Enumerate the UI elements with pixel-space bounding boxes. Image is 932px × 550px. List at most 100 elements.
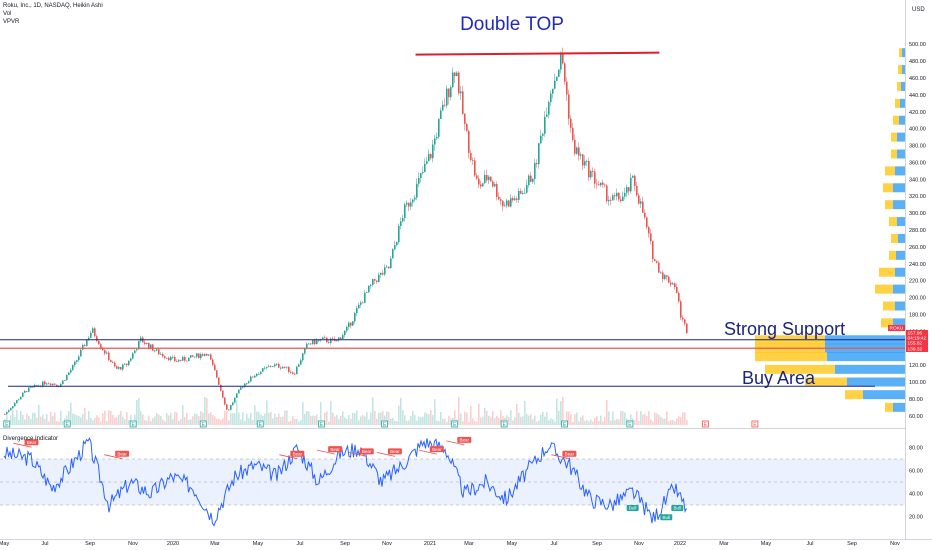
volume-bar: [278, 413, 280, 425]
volume-bar: [142, 414, 144, 425]
volume-bar: [592, 421, 594, 425]
candle-up: [556, 76, 558, 81]
price-tick-label: 180.00: [909, 312, 926, 318]
candle-up: [422, 171, 424, 174]
time-axis-label: 2020: [167, 541, 179, 547]
candle-up: [544, 116, 546, 134]
time-axis-label: Sep: [847, 541, 857, 547]
volume-bar: [534, 415, 536, 425]
candle-down: [684, 319, 686, 324]
volume-bar: [78, 415, 80, 425]
bear-divergence-line: [348, 452, 367, 457]
volume-bar: [182, 405, 184, 425]
candle-up: [130, 358, 132, 361]
candle-down: [280, 367, 282, 369]
earnings-marker-label: E: [753, 422, 757, 428]
candle-up: [354, 312, 356, 322]
candle-up: [264, 367, 266, 369]
candle-down: [568, 94, 570, 119]
volume-bar: [260, 414, 262, 425]
candle-down: [408, 202, 410, 207]
candle-up: [386, 266, 388, 268]
price-tick-label: 120.00: [909, 363, 926, 369]
volume-bar: [510, 410, 512, 425]
time-axis-label: Nov: [890, 541, 900, 547]
bear-label-box: [387, 448, 402, 455]
volume-bar: [340, 415, 342, 425]
volume-bar: [302, 402, 304, 425]
bear-divergence-line: [551, 454, 570, 460]
volume-bar: [360, 416, 362, 425]
candle-up: [416, 183, 418, 198]
volume-bar: [264, 413, 266, 425]
candle-down: [388, 266, 390, 269]
volume-bar: [430, 410, 432, 425]
candle-up: [316, 340, 318, 345]
volume-bar: [586, 420, 588, 425]
volume-bar: [542, 411, 544, 425]
candle-down: [652, 241, 654, 260]
candle-up: [256, 373, 258, 376]
candle-up: [106, 352, 108, 354]
candle-up: [76, 360, 78, 362]
candle-down: [564, 63, 566, 82]
candle-down: [96, 336, 98, 342]
volume-bar: [642, 414, 644, 425]
candle-down: [100, 344, 102, 348]
price-tick-label: 200.00: [909, 296, 926, 302]
candle-down: [474, 160, 476, 176]
volume-bar: [92, 420, 94, 425]
earnings-marker: [256, 420, 264, 428]
volume-bar: [508, 416, 510, 425]
bear-divergence-line: [446, 440, 465, 446]
candle-up: [452, 72, 454, 88]
currency-label: USD: [912, 7, 925, 13]
time-axis-label: Jul: [296, 541, 303, 547]
candle-up: [542, 133, 544, 136]
candle-up: [548, 102, 550, 115]
volume-bar: [438, 421, 440, 425]
candle-down: [498, 196, 500, 200]
candle-down: [50, 383, 52, 386]
volume-bar: [140, 411, 142, 425]
volume-bar: [266, 400, 268, 425]
bull-label-box: [671, 505, 684, 511]
volume-bar: [656, 413, 658, 425]
candle-up: [24, 390, 26, 393]
volume-bar: [620, 410, 622, 425]
candle-down: [592, 170, 594, 172]
bear-divergence-line: [418, 449, 437, 455]
candle-down: [362, 302, 364, 304]
volume-bar: [268, 412, 270, 425]
candle-up: [584, 161, 586, 166]
volume-bar: [238, 412, 240, 425]
candle-up: [268, 366, 270, 368]
indicator-line: [3, 437, 687, 527]
volume-bar: [440, 412, 442, 425]
volume-bar: [370, 412, 372, 425]
candle-down: [84, 345, 86, 346]
volume-bar: [114, 417, 116, 425]
candle-up: [260, 371, 262, 374]
volume-bar: [618, 419, 620, 425]
volume-bar: [346, 418, 348, 425]
candle-up: [426, 161, 428, 164]
time-axis-label: Nov: [128, 541, 138, 547]
volume-bar: [394, 420, 396, 425]
candle-down: [448, 88, 450, 98]
volume-bar: [366, 412, 368, 425]
volume-bar: [18, 420, 20, 425]
volume-bar: [418, 416, 420, 425]
volume-bar: [30, 418, 32, 425]
volume-bar: [276, 416, 278, 425]
candle-up: [10, 408, 12, 411]
candle-up: [586, 160, 588, 162]
candle-down: [516, 198, 518, 200]
price-tag-box: [888, 325, 905, 331]
candle-up: [134, 350, 136, 354]
volume-bar: [638, 421, 640, 425]
volume-bar: [168, 415, 170, 425]
candle-up: [276, 363, 278, 365]
volume-bar: [472, 418, 474, 425]
